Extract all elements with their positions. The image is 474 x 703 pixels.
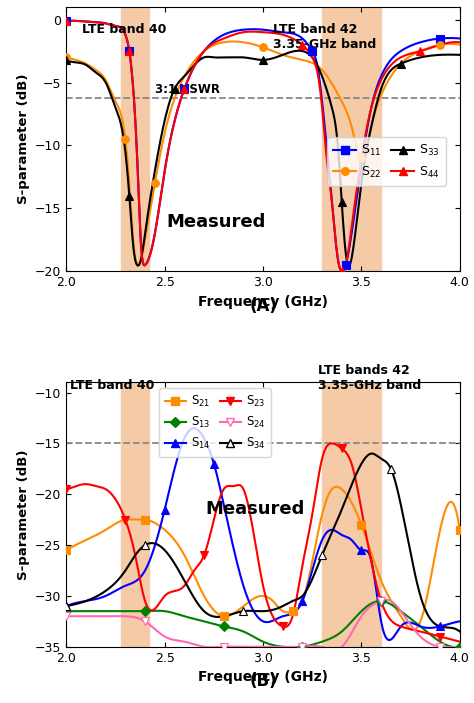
S$_{44}$ bbox=[300, 41, 305, 49]
S$_{34}$ bbox=[142, 541, 148, 549]
Text: Measured: Measured bbox=[166, 213, 265, 231]
S$_{44}$ bbox=[127, 47, 132, 56]
Bar bbox=[121, 382, 149, 647]
S$_{22}$ bbox=[437, 41, 443, 49]
S$_{24}$ bbox=[221, 643, 227, 651]
Line: S$_{24}$: S$_{24}$ bbox=[63, 597, 444, 650]
Legend: S$_{11}$, S$_{22}$, S$_{33}$, S$_{44}$: S$_{11}$, S$_{22}$, S$_{33}$, S$_{44}$ bbox=[327, 137, 446, 186]
S$_{33}$ bbox=[127, 192, 132, 200]
S$_{22}$ bbox=[122, 135, 128, 143]
S$_{24}$ bbox=[300, 643, 305, 651]
S$_{34}$ bbox=[319, 551, 325, 560]
Line: S$_{33}$: S$_{33}$ bbox=[63, 56, 405, 206]
S$_{24}$ bbox=[142, 617, 148, 626]
S$_{11}$ bbox=[64, 17, 69, 25]
S$_{44}$ bbox=[339, 267, 345, 276]
S$_{23}$ bbox=[280, 622, 285, 631]
S$_{21}$ bbox=[64, 546, 69, 555]
S$_{34}$ bbox=[64, 602, 69, 610]
S$_{23}$ bbox=[64, 485, 69, 494]
S$_{11}$ bbox=[343, 261, 348, 269]
Line: S$_{23}$: S$_{23}$ bbox=[63, 445, 444, 640]
Line: S$_{13}$: S$_{13}$ bbox=[63, 597, 464, 650]
Text: LTE bands 42
3.35-GHz band: LTE bands 42 3.35-GHz band bbox=[318, 363, 421, 392]
S$_{23}$ bbox=[122, 515, 128, 524]
S$_{21}$ bbox=[142, 515, 148, 524]
S$_{14}$ bbox=[64, 602, 69, 610]
S$_{14}$ bbox=[162, 505, 168, 514]
Text: 3:1 VSWR: 3:1 VSWR bbox=[155, 83, 220, 96]
S$_{24}$ bbox=[378, 597, 384, 605]
Text: LTE band 42
3.35-GHz band: LTE band 42 3.35-GHz band bbox=[273, 23, 376, 51]
Text: LTE band 40: LTE band 40 bbox=[70, 378, 155, 392]
S$_{13}$ bbox=[457, 643, 463, 651]
S$_{33}$ bbox=[339, 198, 345, 207]
Legend: S$_{21}$, S$_{13}$, S$_{14}$, S$_{23}$, S$_{24}$, S$_{34}$: S$_{21}$, S$_{13}$, S$_{14}$, S$_{23}$, … bbox=[159, 388, 271, 457]
S$_{21}$ bbox=[290, 607, 295, 615]
S$_{14}$ bbox=[437, 622, 443, 631]
S$_{23}$ bbox=[339, 444, 345, 453]
Text: (A): (A) bbox=[249, 297, 277, 315]
Line: S$_{34}$: S$_{34}$ bbox=[63, 465, 395, 615]
S$_{13}$ bbox=[142, 607, 148, 615]
S$_{21}$ bbox=[221, 612, 227, 621]
S$_{13}$ bbox=[378, 597, 384, 605]
X-axis label: Frequency (GHz): Frequency (GHz) bbox=[198, 295, 328, 309]
S$_{14}$ bbox=[211, 460, 217, 468]
S$_{14}$ bbox=[358, 546, 364, 555]
S$_{34}$ bbox=[240, 607, 246, 615]
S$_{11}$ bbox=[310, 47, 315, 56]
S$_{22}$ bbox=[260, 43, 266, 51]
X-axis label: Frequency (GHz): Frequency (GHz) bbox=[198, 670, 328, 684]
Line: S$_{22}$: S$_{22}$ bbox=[63, 41, 444, 187]
S$_{22}$ bbox=[152, 179, 158, 188]
S$_{33}$ bbox=[398, 60, 404, 68]
Line: S$_{44}$: S$_{44}$ bbox=[63, 17, 424, 275]
Bar bbox=[322, 7, 381, 271]
S$_{44}$ bbox=[64, 17, 69, 25]
S$_{24}$ bbox=[437, 643, 443, 651]
S$_{23}$ bbox=[437, 633, 443, 641]
S$_{11}$ bbox=[182, 84, 187, 93]
Bar bbox=[121, 7, 149, 271]
Bar bbox=[322, 382, 381, 647]
S$_{14}$ bbox=[300, 597, 305, 605]
Y-axis label: S-parameter (dB): S-parameter (dB) bbox=[17, 449, 29, 580]
S$_{13}$ bbox=[221, 622, 227, 631]
S$_{24}$ bbox=[64, 612, 69, 621]
S$_{13}$ bbox=[64, 607, 69, 615]
Text: LTE band 40: LTE band 40 bbox=[82, 23, 166, 37]
S$_{21}$ bbox=[457, 526, 463, 534]
S$_{44}$ bbox=[182, 84, 187, 93]
S$_{33}$ bbox=[172, 84, 177, 93]
Text: (B): (B) bbox=[249, 672, 277, 690]
S$_{33}$ bbox=[64, 56, 69, 64]
S$_{11}$ bbox=[437, 34, 443, 43]
Text: Measured: Measured bbox=[206, 501, 305, 518]
S$_{33}$ bbox=[260, 56, 266, 64]
Line: S$_{21}$: S$_{21}$ bbox=[63, 516, 464, 620]
S$_{21}$ bbox=[358, 520, 364, 529]
Y-axis label: S-parameter (dB): S-parameter (dB) bbox=[17, 74, 29, 205]
S$_{22}$ bbox=[358, 154, 364, 162]
Line: S$_{14}$: S$_{14}$ bbox=[63, 460, 444, 631]
Line: S$_{11}$: S$_{11}$ bbox=[63, 17, 444, 269]
S$_{22}$ bbox=[64, 53, 69, 62]
S$_{34}$ bbox=[388, 465, 394, 473]
S$_{23}$ bbox=[201, 551, 207, 560]
S$_{11}$ bbox=[127, 47, 132, 56]
S$_{44}$ bbox=[418, 47, 423, 56]
S$_{13}$ bbox=[300, 643, 305, 651]
